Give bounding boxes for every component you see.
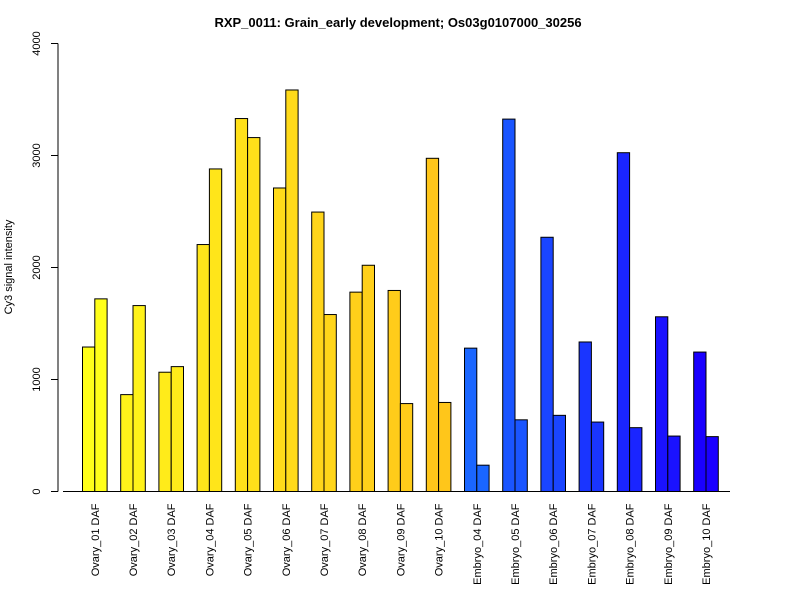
bar-11-2 bbox=[476, 464, 490, 492]
bar-11-1 bbox=[464, 347, 478, 493]
bar-13-1 bbox=[540, 236, 554, 492]
bar-7-2 bbox=[323, 314, 337, 493]
x-tick-label: Embryo_05 DAF bbox=[510, 503, 522, 585]
x-tick-label: Embryo_06 DAF bbox=[548, 503, 560, 585]
y-axis: 0 1000 2000 3000 4000 bbox=[31, 31, 59, 495]
bar-1-1 bbox=[82, 346, 96, 492]
bar-2-2 bbox=[132, 305, 146, 492]
bar-9-2 bbox=[399, 403, 414, 492]
x-tick-label: Embryo_08 DAF bbox=[625, 503, 637, 585]
bar-6-1 bbox=[273, 187, 287, 492]
bar-17-1 bbox=[693, 351, 707, 492]
bar-10-2 bbox=[438, 401, 452, 492]
chart-title: RXP_0011: Grain_early development; Os03g… bbox=[214, 15, 581, 30]
bar-16-2 bbox=[667, 435, 681, 492]
bar-4-1 bbox=[196, 244, 210, 492]
bar-7-1 bbox=[311, 211, 325, 492]
bar-14-2 bbox=[590, 421, 605, 492]
y-tick-label: 4000 bbox=[31, 31, 43, 55]
bar-12-1 bbox=[502, 118, 516, 492]
x-tick-label: Ovary_05 DAF bbox=[243, 503, 255, 576]
y-tick-label: 3000 bbox=[31, 143, 43, 167]
x-tick-label: Ovary_08 DAF bbox=[357, 503, 369, 576]
bar-6-2 bbox=[285, 89, 299, 492]
bar-3-2 bbox=[170, 366, 184, 492]
y-tick-label: 2000 bbox=[31, 255, 43, 279]
bar-1-2 bbox=[94, 298, 108, 492]
bar-3-1 bbox=[158, 371, 172, 492]
bar-2-1 bbox=[120, 394, 134, 492]
x-tick-label: Ovary_09 DAF bbox=[395, 503, 407, 576]
bar-16-1 bbox=[655, 316, 669, 492]
x-tick-labels: Ovary_01 DAF Ovary_02 DAF Ovary_03 DAF Ovar… bbox=[90, 503, 713, 585]
bar-15-2 bbox=[629, 427, 643, 493]
x-tick-label: Embryo_10 DAF bbox=[701, 503, 713, 585]
x-tick-label: Ovary_01 DAF bbox=[90, 503, 102, 576]
y-axis-label: Cy3 signal intensity bbox=[3, 219, 15, 314]
bar-8-2 bbox=[361, 264, 376, 493]
bar-4-2 bbox=[208, 168, 223, 492]
y-tick-label: 0 bbox=[31, 488, 43, 494]
x-tick-label: Embryo_07 DAF bbox=[586, 503, 598, 585]
x-tick-label: Ovary_04 DAF bbox=[204, 503, 216, 576]
x-tick-label: Ovary_10 DAF bbox=[434, 503, 446, 576]
bar-17-2 bbox=[705, 436, 719, 492]
x-tick-label: Embryo_04 DAF bbox=[472, 503, 484, 585]
x-tick-label: Ovary_03 DAF bbox=[166, 503, 178, 576]
x-tick-label: Ovary_07 DAF bbox=[319, 503, 331, 576]
y-tick-label: 1000 bbox=[31, 367, 43, 391]
bar-14-1 bbox=[578, 341, 592, 493]
bars bbox=[82, 89, 719, 493]
bar-13-2 bbox=[552, 414, 567, 492]
bar-5-1 bbox=[234, 118, 249, 492]
bar-15-1 bbox=[616, 152, 631, 492]
bar-9-1 bbox=[387, 289, 401, 492]
bar-5-2 bbox=[247, 137, 261, 493]
x-tick-label: Ovary_06 DAF bbox=[281, 503, 293, 576]
bar-12-2 bbox=[514, 419, 528, 493]
x-tick-label: Embryo_09 DAF bbox=[663, 503, 675, 585]
bar-10-1 bbox=[425, 157, 440, 493]
x-tick-label: Ovary_02 DAF bbox=[128, 503, 140, 576]
bar-8-1 bbox=[349, 291, 363, 493]
